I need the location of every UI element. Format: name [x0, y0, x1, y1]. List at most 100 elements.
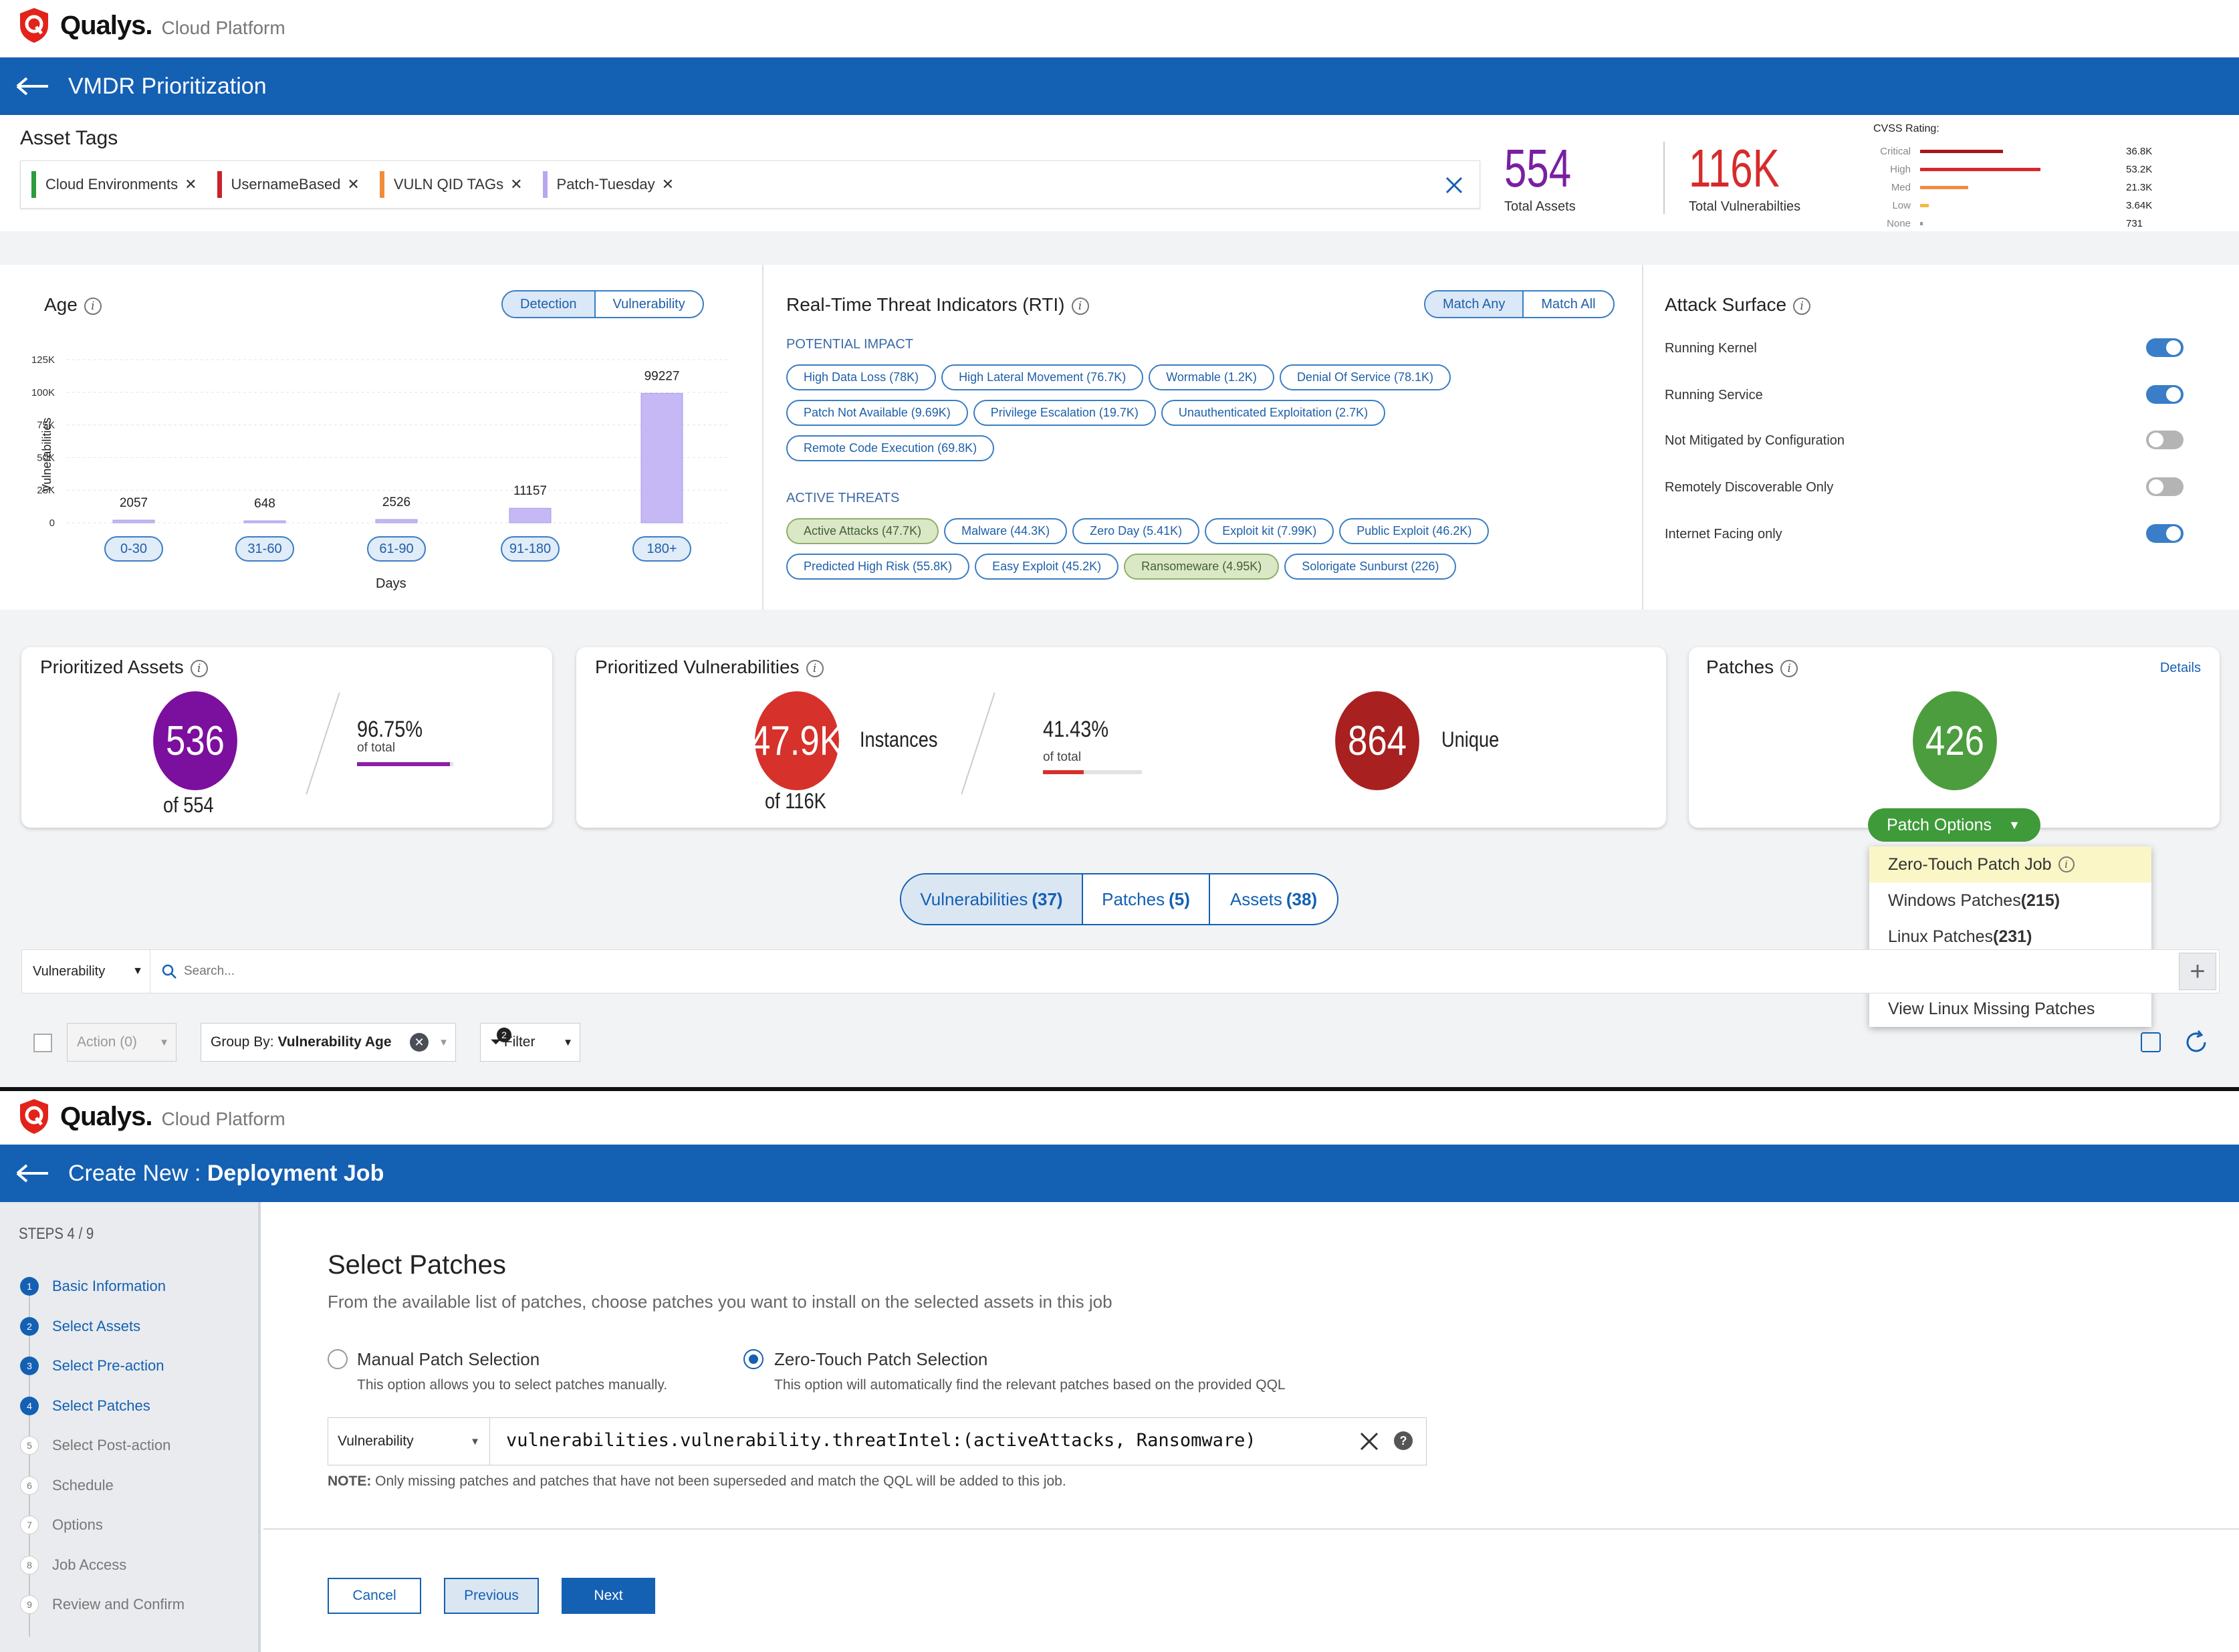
threat-indicator-pill[interactable]: Zero Day (5.41K) — [1072, 518, 1200, 544]
attack-surface-toggle[interactable] — [2146, 524, 2184, 543]
attack-surface-toggle[interactable] — [2146, 385, 2184, 404]
step-item[interactable]: 8 Job Access — [20, 1555, 126, 1574]
step-item[interactable]: 7 Options — [20, 1516, 103, 1534]
qualys-logo[interactable]: Qualys. Cloud Platform — [17, 1098, 285, 1135]
back-arrow-icon[interactable] — [16, 1163, 49, 1183]
manual-selection-radio[interactable] — [328, 1349, 348, 1369]
age-category-button[interactable]: 31-60 — [235, 536, 294, 562]
age-category-button[interactable]: 180+ — [632, 536, 691, 562]
clear-query-icon[interactable] — [1359, 1431, 1379, 1451]
export-icon[interactable] — [2141, 1032, 2161, 1052]
info-icon[interactable]: i — [1071, 297, 1089, 315]
step-item[interactable]: 1 Basic Information — [20, 1277, 166, 1296]
patch-option-item[interactable]: Windows Patches (215) — [1869, 882, 2151, 919]
info-icon[interactable]: i — [84, 297, 102, 315]
search-input[interactable] — [184, 961, 1788, 982]
search-type-select[interactable]: Vulnerability ▼ — [22, 950, 150, 993]
info-icon[interactable]: i — [190, 659, 208, 677]
patches-circle[interactable]: 426 — [1913, 691, 1997, 790]
asset-tag[interactable]: UsernameBased ✕ — [217, 171, 366, 198]
patch-option-item[interactable]: Linux Patches (231) — [1869, 919, 2151, 955]
patch-option-item[interactable]: Zero-Touch Patch Job i — [1869, 846, 2151, 882]
asset-tag[interactable]: Patch-Tuesday ✕ — [542, 171, 681, 198]
results-tab[interactable]: Patches (5) — [1083, 874, 1210, 924]
patch-option-item[interactable]: View Linux Missing Patches — [1869, 991, 2151, 1027]
threat-indicator-pill[interactable]: Predicted High Risk (55.8K) — [786, 554, 970, 580]
vulnerability-toggle[interactable]: Vulnerability — [612, 296, 685, 312]
step-item[interactable]: 6 Schedule — [20, 1476, 114, 1495]
manual-selection-label[interactable]: Manual Patch Selection — [357, 1349, 540, 1369]
info-icon[interactable]: i — [1793, 297, 1811, 315]
threat-indicator-pill[interactable]: Patch Not Available (9.69K) — [786, 400, 968, 426]
threat-indicator-pill[interactable]: High Data Loss (78K) — [786, 364, 937, 390]
age-bar[interactable] — [509, 507, 552, 523]
select-all-checkbox[interactable] — [33, 1034, 52, 1052]
step-item[interactable]: 3 Select Pre-action — [20, 1356, 164, 1375]
detection-toggle[interactable]: Detection — [503, 291, 596, 317]
age-bar[interactable] — [640, 392, 683, 523]
help-icon[interactable]: ? — [1394, 1431, 1413, 1450]
remove-tag-icon[interactable]: ✕ — [510, 176, 523, 193]
threat-indicator-pill[interactable]: Remote Code Execution (69.8K) — [786, 435, 995, 461]
info-icon[interactable]: i — [806, 659, 824, 677]
patches-details-link[interactable]: Details — [2159, 661, 2201, 675]
asset-tag[interactable]: Cloud Environments ✕ — [31, 171, 204, 198]
step-item[interactable]: 4 Select Patches — [20, 1396, 150, 1415]
rti-match-toggle[interactable]: Match Any Match All — [1424, 290, 1615, 318]
previous-button[interactable]: Previous — [444, 1578, 539, 1614]
age-bar[interactable] — [112, 519, 155, 523]
threat-indicator-pill[interactable]: Privilege Escalation (19.7K) — [973, 400, 1156, 426]
threat-indicator-pill[interactable]: Ransomeware (4.95K) — [1124, 554, 1280, 580]
threat-indicator-pill[interactable]: Wormable (1.2K) — [1149, 364, 1274, 390]
refresh-icon[interactable] — [2184, 1030, 2209, 1055]
threat-indicator-pill[interactable]: Unauthenticated Exploitation (2.7K) — [1161, 400, 1386, 426]
age-bar[interactable] — [243, 520, 286, 523]
group-by-dropdown[interactable]: Group By: Vulnerability Age ✕ ▼ — [201, 1023, 456, 1062]
step-item[interactable]: 5 Select Post-action — [20, 1436, 170, 1455]
threat-indicator-pill[interactable]: Public Exploit (46.2K) — [1339, 518, 1490, 544]
match-all-toggle[interactable]: Match All — [1541, 296, 1596, 312]
threat-indicator-pill[interactable]: Active Attacks (47.7K) — [786, 518, 939, 544]
patch-options-button[interactable]: Patch Options ▼ — [1868, 808, 2040, 842]
qql-type-select[interactable]: Vulnerability ▼ — [328, 1418, 490, 1465]
back-arrow-icon[interactable] — [16, 76, 49, 96]
threat-indicator-pill[interactable]: Denial Of Service (78.1K) — [1279, 364, 1451, 390]
action-dropdown[interactable]: Action (0) ▼ — [67, 1023, 176, 1062]
age-bar[interactable] — [375, 519, 418, 523]
threat-indicator-pill[interactable]: Exploit kit (7.99K) — [1205, 518, 1334, 544]
attack-surface-toggle[interactable] — [2146, 477, 2184, 496]
threat-indicator-pill[interactable]: High Lateral Movement (76.7K) — [941, 364, 1144, 390]
filter-dropdown[interactable]: ⏷ 2 Filter ▼ — [480, 1023, 580, 1062]
attack-surface-toggle[interactable] — [2146, 338, 2184, 357]
qql-input[interactable]: vulnerabilities.vulnerability.threatInte… — [506, 1430, 1256, 1451]
threat-indicator-pill[interactable]: Solorigate Sunburst (226) — [1284, 554, 1457, 580]
age-category-button[interactable]: 0-30 — [104, 536, 163, 562]
age-category-button[interactable]: 61-90 — [367, 536, 426, 562]
info-icon[interactable]: i — [2058, 856, 2075, 872]
remove-tag-icon[interactable]: ✕ — [661, 176, 675, 193]
attack-surface-toggle[interactable] — [2146, 431, 2184, 449]
results-tab[interactable]: Assets (38) — [1210, 874, 1337, 924]
step-item[interactable]: 9 Review and Confirm — [20, 1595, 185, 1614]
prioritized-assets-circle[interactable]: 536 — [153, 691, 237, 790]
remove-tag-icon[interactable]: ✕ — [185, 176, 197, 193]
threat-indicator-pill[interactable]: Malware (44.3K) — [944, 518, 1068, 544]
results-tab[interactable]: Vulnerabilities (37) — [901, 874, 1083, 924]
zero-touch-radio[interactable] — [743, 1349, 763, 1369]
age-toggle[interactable]: Detection Vulnerability — [501, 290, 704, 318]
remove-tag-icon[interactable]: ✕ — [347, 176, 360, 193]
add-button[interactable]: + — [2179, 953, 2216, 990]
next-button[interactable]: Next — [562, 1578, 655, 1614]
threat-indicator-pill[interactable]: Easy Exploit (45.2K) — [975, 554, 1119, 580]
instances-circle[interactable]: 47.9K — [751, 691, 843, 790]
age-category-button[interactable]: 91-180 — [501, 536, 560, 562]
asset-tag[interactable]: VULN QID TAGs ✕ — [379, 171, 529, 198]
clear-group-icon[interactable]: ✕ — [410, 1033, 429, 1052]
zero-touch-label[interactable]: Zero-Touch Patch Selection — [774, 1349, 988, 1369]
match-any-toggle[interactable]: Match Any — [1425, 291, 1524, 317]
clear-tags-icon[interactable] — [1445, 176, 1463, 195]
step-item[interactable]: 2 Select Assets — [20, 1316, 140, 1336]
unique-circle[interactable]: 864 — [1335, 691, 1419, 790]
qualys-logo[interactable]: Qualys. Cloud Platform — [17, 7, 285, 44]
info-icon[interactable]: i — [1780, 659, 1798, 677]
